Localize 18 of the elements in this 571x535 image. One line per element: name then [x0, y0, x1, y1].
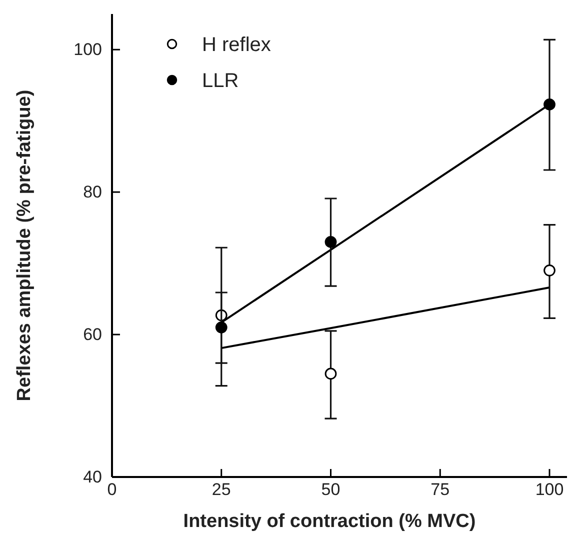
legend-label: LLR: [202, 70, 239, 92]
y-axis-title: Reflexes amplitude (% pre-fatigue): [14, 90, 35, 402]
x-tick-label: 25: [212, 480, 231, 500]
x-tick-label: 0: [107, 480, 117, 500]
y-tick-label: 100: [74, 40, 102, 60]
legend-label: H reflex: [202, 34, 271, 56]
point: [324, 368, 337, 380]
point: [215, 321, 228, 334]
point: [324, 236, 337, 248]
x-tick-label: 75: [430, 480, 450, 500]
y-tick-label: 40: [83, 467, 102, 486]
point: [544, 98, 556, 110]
y-tick-label: 60: [83, 324, 102, 344]
point: [544, 264, 556, 276]
x-axis-title: Intensity of contraction (% MVC): [183, 511, 476, 532]
x-tick-label: 100: [535, 480, 564, 500]
x-tick-label: 50: [321, 480, 340, 500]
y-tick-label: 80: [83, 182, 102, 202]
